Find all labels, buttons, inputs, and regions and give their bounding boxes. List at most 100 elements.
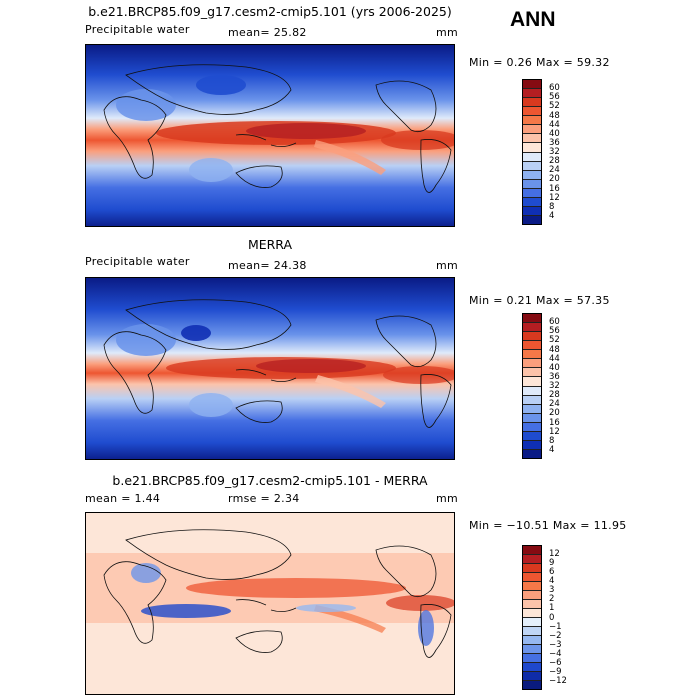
colorbar-tick-label: 60: [549, 83, 560, 94]
colorbar-tick-label: −1: [549, 621, 562, 632]
panel-obs-colorbar: [522, 313, 542, 459]
colorbar-swatch: [523, 636, 541, 645]
colorbar-tick-label: 60: [549, 317, 560, 328]
colorbar-swatch: [523, 125, 541, 135]
colorbar-swatch: [523, 555, 541, 564]
panel-obs-units: mm: [436, 259, 459, 272]
panel-model-map: [85, 44, 455, 227]
colorbar-tick-label: 4: [549, 444, 555, 455]
colorbar-tick-label: −9: [549, 666, 562, 677]
colorbar-swatch: [523, 368, 541, 378]
panel-obs-title: MERRA: [247, 237, 293, 252]
colorbar-swatch: [523, 323, 541, 333]
colorbar-tick-label: 40: [549, 128, 560, 139]
panel-obs-map-field: [86, 278, 454, 459]
colorbar-tick-label: 6: [549, 567, 555, 578]
panel-model-map-field: [86, 45, 454, 226]
colorbar-swatch: [523, 413, 541, 423]
colorbar-swatch: [523, 618, 541, 627]
colorbar-swatch: [523, 449, 541, 458]
colorbar-swatch: [523, 422, 541, 432]
panel-model-colorbar: [522, 79, 542, 225]
colorbar-swatch: [523, 179, 541, 189]
panel-obs-mean-label: mean= 24.38: [228, 259, 307, 272]
panel-model-title: b.e21.BRCP85.f09_g17.cesm2-cmip5.101 (yr…: [88, 4, 452, 19]
colorbar-tick-label: 56: [549, 326, 560, 337]
colorbar-swatch: [523, 332, 541, 342]
colorbar-swatch: [523, 134, 541, 144]
colorbar-tick-label: 40: [549, 362, 560, 373]
season-label: ANN: [510, 8, 556, 31]
colorbar-tick-label: 36: [549, 371, 560, 382]
colorbar-swatch: [523, 546, 541, 555]
colorbar-tick-label: 12: [549, 549, 560, 560]
colorbar-swatch: [523, 654, 541, 663]
colorbar-tick-label: 9: [549, 558, 555, 569]
panel-diff-units: mm: [436, 492, 459, 505]
colorbar-tick-label: 48: [549, 344, 560, 355]
colorbar-swatch: [523, 161, 541, 171]
panel-diff-mean-label: mean = 1.44: [85, 492, 161, 505]
colorbar-tick-label: 16: [549, 183, 560, 194]
colorbar-tick-label: 4: [549, 210, 555, 221]
colorbar-swatch: [523, 395, 541, 405]
panel-diff-map: [85, 512, 455, 695]
colorbar-tick-label: 8: [549, 201, 555, 212]
panel-obs-variable-label: Precipitable water: [85, 255, 190, 268]
colorbar-swatch: [523, 404, 541, 414]
colorbar-tick-label: 44: [549, 119, 560, 130]
colorbar-swatch: [523, 341, 541, 351]
colorbar-swatch: [523, 350, 541, 360]
colorbar-tick-label: 28: [549, 156, 560, 167]
colorbar-swatch: [523, 206, 541, 216]
colorbar-tick-label: −12: [549, 675, 567, 686]
colorbar-swatch: [523, 314, 541, 324]
colorbar-tick-label: 8: [549, 435, 555, 446]
panel-obs-map: [85, 277, 455, 460]
colorbar-swatch: [523, 152, 541, 162]
colorbar-swatch: [523, 591, 541, 600]
colorbar-swatch: [523, 215, 541, 224]
colorbar-swatch: [523, 170, 541, 180]
colorbar-swatch: [523, 582, 541, 591]
colorbar-swatch: [523, 627, 541, 636]
panel-diff-title: b.e21.BRCP85.f09_g17.cesm2-cmip5.101 - M…: [112, 473, 428, 488]
colorbar-swatch: [523, 197, 541, 207]
colorbar-tick-label: 12: [549, 192, 560, 203]
colorbar-tick-label: 24: [549, 165, 560, 176]
panel-diff-map-field: [86, 513, 454, 694]
colorbar-swatch: [523, 573, 541, 582]
colorbar-tick-label: 3: [549, 585, 555, 596]
panel-obs-minmax: Min = 0.21 Max = 57.35: [469, 294, 610, 307]
colorbar-tick-label: −6: [549, 657, 562, 668]
colorbar-swatch: [523, 386, 541, 396]
colorbar-swatch: [523, 188, 541, 198]
colorbar-swatch: [523, 672, 541, 681]
colorbar-tick-label: 4: [549, 576, 555, 587]
colorbar-tick-label: 16: [549, 417, 560, 428]
colorbar-tick-label: 12: [549, 426, 560, 437]
colorbar-tick-label: −3: [549, 639, 562, 650]
colorbar-swatch: [523, 564, 541, 573]
colorbar-swatch: [523, 440, 541, 450]
panel-diff-colorbar: [522, 545, 542, 690]
panel-diff-rmse-label: rmse = 2.34: [228, 492, 300, 505]
colorbar-swatch: [523, 98, 541, 108]
colorbar-swatch: [523, 143, 541, 153]
colorbar-swatch: [523, 681, 541, 689]
panel-model-variable-label: Precipitable water: [85, 23, 190, 36]
colorbar-tick-label: 28: [549, 390, 560, 401]
colorbar-tick-label: 36: [549, 137, 560, 148]
colorbar-swatch: [523, 107, 541, 117]
colorbar-tick-label: 32: [549, 381, 560, 391]
colorbar-tick-label: 20: [549, 408, 560, 419]
colorbar-swatch: [523, 431, 541, 441]
colorbar-tick-label: 44: [549, 353, 560, 364]
colorbar-tick-label: 48: [549, 110, 560, 121]
colorbar-swatch: [523, 609, 541, 618]
colorbar-swatch: [523, 359, 541, 369]
colorbar-swatch: [523, 377, 541, 387]
colorbar-swatch: [523, 89, 541, 99]
panel-diff-minmax: Min = −10.51 Max = 11.95: [469, 519, 627, 532]
colorbar-tick-label: −4: [549, 648, 562, 659]
